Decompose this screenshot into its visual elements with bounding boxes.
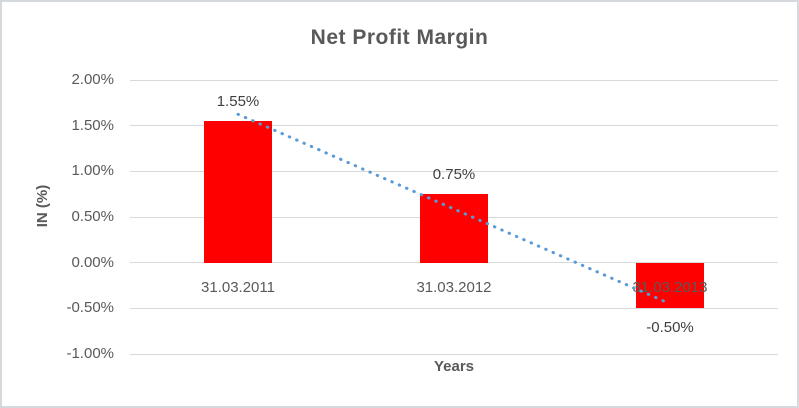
y-axis-tick-label: 1.00%	[71, 162, 114, 180]
bar-31.03.2011	[204, 121, 272, 263]
gridline	[130, 307, 778, 309]
chart-title: Net Profit Margin	[310, 26, 489, 49]
y-axis-tick-label: 2.00%	[71, 71, 114, 88]
x-axis-category-label: 31.03.2012	[416, 278, 492, 296]
y-axis-tick-label: -1.00%	[66, 345, 114, 362]
gridline	[130, 353, 778, 355]
y-axis-tick-label: -0.50%	[66, 299, 114, 317]
y-axis-tick-label: 1.50%	[71, 116, 114, 134]
x-axis-category-label: 31.03.2013	[632, 278, 708, 296]
y-axis-tick-label: 0.00%	[71, 253, 114, 271]
x-axis-category-label: 31.03.2011	[201, 278, 275, 296]
bar-31.03.2012	[420, 194, 488, 263]
bar-value-label: 0.75%	[432, 166, 476, 184]
x-axis-title: Years	[433, 358, 475, 375]
gridline	[130, 79, 778, 81]
y-axis-tick-label: 0.50%	[71, 208, 114, 225]
bar-value-label: -0.50%	[646, 319, 694, 337]
bar-value-label: 1.55%	[216, 93, 260, 111]
